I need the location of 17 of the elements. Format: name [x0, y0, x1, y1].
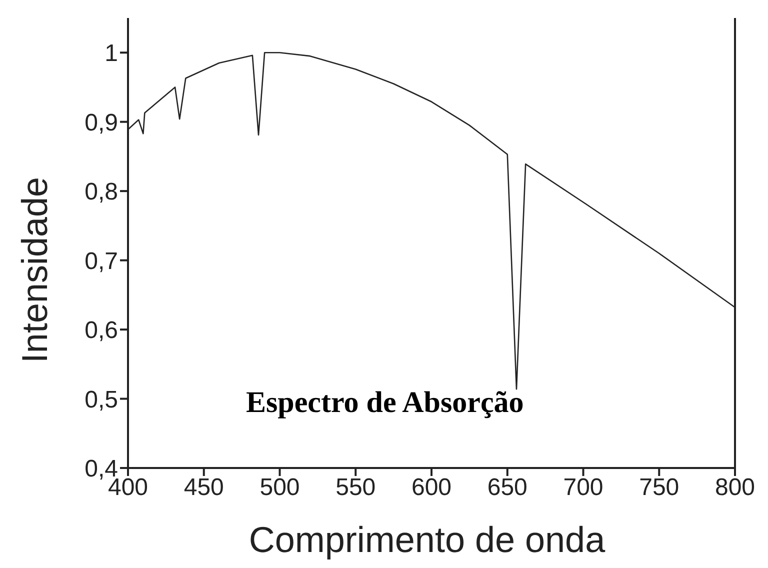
x-tick-label: 750 — [639, 474, 680, 502]
x-tick-label: 650 — [487, 474, 528, 502]
x-tick-label: 550 — [336, 474, 376, 502]
y-tick-label: 0,6 — [84, 317, 118, 344]
y-tick-label: 1 — [104, 40, 118, 68]
y-tick-label: 0,5 — [84, 386, 118, 414]
x-tick-label: 600 — [411, 474, 452, 502]
x-tick-label: 500 — [260, 474, 300, 502]
y-axis-title: Intensidade — [14, 176, 55, 364]
annotation: Espectro de Absorção — [246, 386, 524, 420]
y-tick-label: 0,8 — [84, 178, 118, 206]
x-tick-label: 450 — [184, 474, 224, 502]
x-tick-label: 700 — [563, 474, 604, 502]
y-tick-label: 0,7 — [84, 248, 118, 275]
x-axis-title: Comprimento de onda — [248, 519, 606, 560]
y-tick-label: 0,9 — [84, 109, 118, 136]
x-tick-label: 800 — [714, 474, 756, 502]
